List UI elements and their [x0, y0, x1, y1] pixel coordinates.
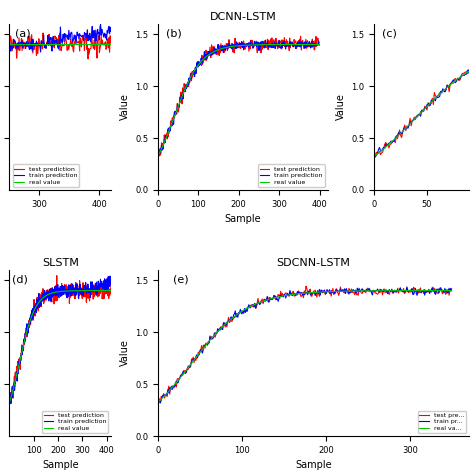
- Legend: test prediction, train prediction, real value: test prediction, train prediction, real …: [13, 164, 79, 187]
- Text: (d): (d): [11, 275, 27, 285]
- Legend: test pre..., train pr..., real va...: test pre..., train pr..., real va...: [418, 410, 466, 433]
- X-axis label: Sample: Sample: [42, 460, 79, 470]
- Y-axis label: Value: Value: [119, 93, 129, 120]
- X-axis label: Sample: Sample: [225, 214, 261, 224]
- Title: DCNN-LSTM: DCNN-LSTM: [210, 11, 276, 21]
- Text: (b): (b): [166, 29, 182, 39]
- Y-axis label: Value: Value: [336, 93, 346, 120]
- Legend: test prediction, train prediction, real value: test prediction, train prediction, real …: [42, 410, 108, 433]
- Text: (c): (c): [382, 29, 397, 39]
- Text: (a): (a): [15, 29, 30, 39]
- Text: (e): (e): [173, 275, 189, 285]
- Y-axis label: Value: Value: [119, 339, 129, 366]
- Title: SDCNN-LSTM: SDCNN-LSTM: [277, 258, 350, 268]
- Title: SLSTM: SLSTM: [42, 258, 79, 268]
- Legend: test prediction, train prediction, real value: test prediction, train prediction, real …: [258, 164, 325, 187]
- X-axis label: Sample: Sample: [295, 460, 332, 470]
